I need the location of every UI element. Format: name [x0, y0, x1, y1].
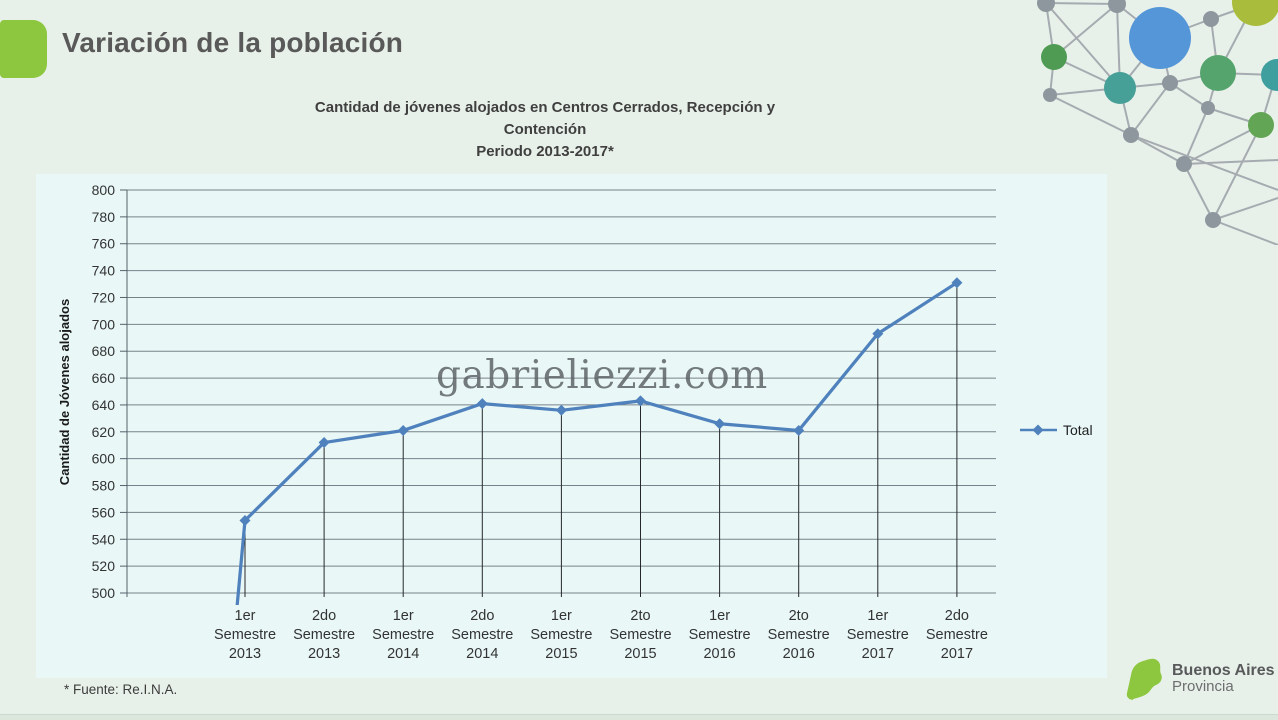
- legend-marker: [1032, 424, 1044, 436]
- data-point-marker: [951, 277, 963, 289]
- data-point-marker: [476, 398, 488, 410]
- x-tick-label: 2do: [945, 608, 969, 624]
- ba-provincia-logo-icon: [1126, 658, 1162, 700]
- logo-name: Buenos Aires: [1172, 661, 1275, 679]
- x-tick-label: Semestre: [926, 627, 988, 643]
- x-tick-label: 2do: [312, 608, 336, 624]
- x-axis-labels: 1er Semestre 2013 2do Semestre 2013 1er Semestr…: [214, 608, 988, 662]
- title-accent-bar: [0, 20, 47, 78]
- drop-lines: [244, 282, 958, 597]
- x-tick-label: 2do: [470, 608, 494, 624]
- y-tick-label: 720: [92, 289, 116, 305]
- x-tick-label: 2to: [630, 608, 650, 624]
- y-axis-title: Cantidad de Jóvenes alojados: [57, 299, 72, 485]
- x-tick-label: 2to: [789, 608, 809, 624]
- x-tick-label: 2013: [308, 646, 340, 662]
- page-title: Variación de la población: [62, 27, 404, 58]
- x-tick-label: Semestre: [451, 627, 513, 643]
- y-tick-label: 680: [92, 343, 116, 359]
- x-tick-label: 1er: [551, 608, 572, 624]
- chart-title-line1: Cantidad de jóvenes alojados en Centros …: [314, 99, 776, 116]
- chart-title-line2: Contención: [503, 121, 587, 138]
- x-tick-label: 1er: [867, 608, 888, 624]
- y-tick-label: 640: [92, 397, 116, 413]
- x-tick-label: 1er: [235, 608, 256, 624]
- data-point-marker: [635, 395, 646, 407]
- y-tick-label: 560: [92, 504, 116, 520]
- data-point-marker: [239, 514, 251, 526]
- chart-title: Cantidad de jóvenes alojados en Centros …: [145, 97, 945, 163]
- x-tick-label: 2013: [229, 646, 261, 662]
- y-tick-label: 540: [92, 531, 116, 547]
- y-tick-label: 800: [92, 182, 116, 198]
- series-line-total: [235, 281, 958, 605]
- x-tick-label: Semestre: [530, 627, 592, 643]
- x-tick-label: Semestre: [214, 627, 276, 643]
- chart-panel: 500 520 540 560 580 600 620 640 660 680 700 720 740 7…: [36, 174, 1107, 678]
- legend-label: Total: [1063, 422, 1093, 438]
- gridlines: 500 520 540 560 580 600 620 640 660 680 700 720 740 7…: [92, 182, 996, 601]
- x-tick-label: Semestre: [293, 627, 355, 643]
- y-tick-label: 760: [92, 236, 116, 252]
- source-footnote: * Fuente: Re.I.N.A.: [64, 682, 178, 697]
- y-tick-label: 700: [92, 316, 116, 332]
- x-tick-label: 1er: [709, 608, 730, 624]
- x-tick-label: 2017: [862, 646, 894, 662]
- x-tick-label: Semestre: [689, 627, 751, 643]
- y-tick-label: 780: [92, 209, 116, 225]
- y-tick-label: 620: [92, 424, 116, 440]
- logo-subtitle: Provincia: [1172, 677, 1234, 695]
- series-markers: [239, 277, 963, 526]
- y-tick-label: 500: [92, 585, 116, 601]
- x-tick-label: Semestre: [609, 627, 671, 643]
- network-nodes: [1037, 0, 1278, 228]
- x-tick-label: 2017: [941, 646, 973, 662]
- chart-title-line3: Periodo 2013-2017*: [476, 143, 614, 160]
- data-point-marker: [793, 424, 805, 436]
- data-point-marker: [714, 418, 726, 430]
- y-tick-label: 520: [92, 558, 116, 574]
- x-tick-label: 2016: [783, 646, 815, 662]
- data-point-marker: [555, 404, 567, 416]
- ba-provincia-logo-text: Buenos Aires Provincia: [1172, 662, 1275, 695]
- legend: Total: [1020, 422, 1093, 438]
- data-point-marker: [318, 437, 330, 449]
- y-tick-label: 660: [92, 370, 116, 386]
- x-tick-label: 1er: [393, 608, 414, 624]
- data-point-marker: [872, 328, 884, 340]
- line-chart: 500 520 540 560 580 600 620 640 660 680 700 720 740 7…: [57, 182, 1093, 662]
- y-tick-label: 580: [92, 478, 116, 494]
- x-tick-label: 2015: [545, 646, 577, 662]
- x-tick-label: 2016: [703, 646, 735, 662]
- ba-provincia-logo: Buenos Aires Provincia: [1120, 655, 1275, 701]
- network-decoration: [1037, 0, 1278, 245]
- x-tick-label: Semestre: [768, 627, 830, 643]
- x-tick-label: 2014: [387, 646, 419, 662]
- x-tick-label: Semestre: [372, 627, 434, 643]
- bottom-band: [0, 714, 1278, 720]
- y-tick-label: 740: [92, 263, 116, 279]
- x-tick-label: 2015: [624, 646, 656, 662]
- y-tick-label: 600: [92, 451, 116, 467]
- x-tick-label: Semestre: [847, 627, 909, 643]
- x-tick-label: 2014: [466, 646, 498, 662]
- data-point-marker: [397, 424, 409, 436]
